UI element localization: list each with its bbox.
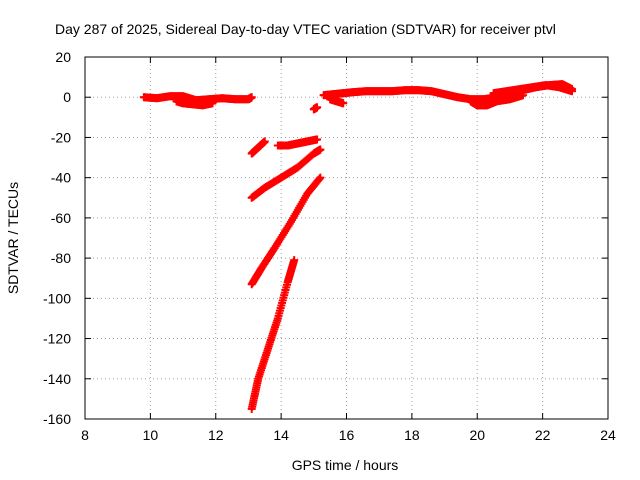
- data-points: [139, 80, 577, 413]
- axis-ticks: [84, 56, 609, 420]
- series-2: [247, 137, 269, 158]
- data-point: [290, 256, 299, 265]
- x-tick-label: 10: [143, 427, 159, 443]
- x-tick-label: 22: [535, 427, 551, 443]
- data-point: [316, 145, 325, 154]
- y-tick-label: -40: [51, 170, 71, 186]
- x-tick-label: 14: [273, 427, 289, 443]
- chart-title: Day 287 of 2025, Sidereal Day-to-day VTE…: [55, 21, 556, 37]
- y-tick-label: -60: [51, 210, 71, 226]
- x-tick-label: 8: [81, 427, 89, 443]
- data-point: [568, 87, 577, 96]
- x-tick-label: 12: [208, 427, 224, 443]
- series-3: [273, 135, 322, 150]
- series-1: [172, 97, 217, 110]
- x-tick-label: 24: [600, 427, 616, 443]
- y-tick-label: -20: [51, 129, 71, 145]
- data-point: [313, 135, 322, 144]
- x-tick-label: 20: [469, 427, 485, 443]
- data-point: [316, 173, 325, 182]
- y-axis-label: SDTVAR / TECUs: [5, 182, 21, 294]
- y-tick-label: -160: [43, 411, 71, 427]
- x-tick-label: 16: [339, 427, 355, 443]
- y-tick-label: -140: [43, 371, 71, 387]
- series-6: [247, 173, 325, 289]
- x-tick-label: 18: [404, 427, 420, 443]
- x-tick-labels: 8 10 12 14 16 18 20 22 24: [81, 427, 616, 443]
- y-tick-label: -100: [43, 290, 71, 306]
- series-7: [247, 256, 299, 413]
- series-11: [489, 81, 577, 98]
- data-point: [208, 99, 217, 108]
- x-axis-label: GPS time / hours: [292, 457, 399, 473]
- y-tick-label: 20: [55, 49, 71, 65]
- data-point: [247, 93, 256, 102]
- series-4: [309, 103, 322, 114]
- series-10: [466, 91, 528, 110]
- series-5: [247, 145, 325, 202]
- y-tick-label: -120: [43, 331, 71, 347]
- data-point: [313, 103, 322, 112]
- y-tick-label: -80: [51, 250, 71, 266]
- grid: [85, 57, 608, 419]
- y-tick-label: 0: [63, 89, 71, 105]
- data-point: [260, 137, 269, 146]
- series-9: [326, 95, 348, 108]
- data-point: [339, 99, 348, 108]
- y-tick-labels: 20 0 -20 -40 -60 -80 -100 -120 -140 -160: [43, 49, 71, 427]
